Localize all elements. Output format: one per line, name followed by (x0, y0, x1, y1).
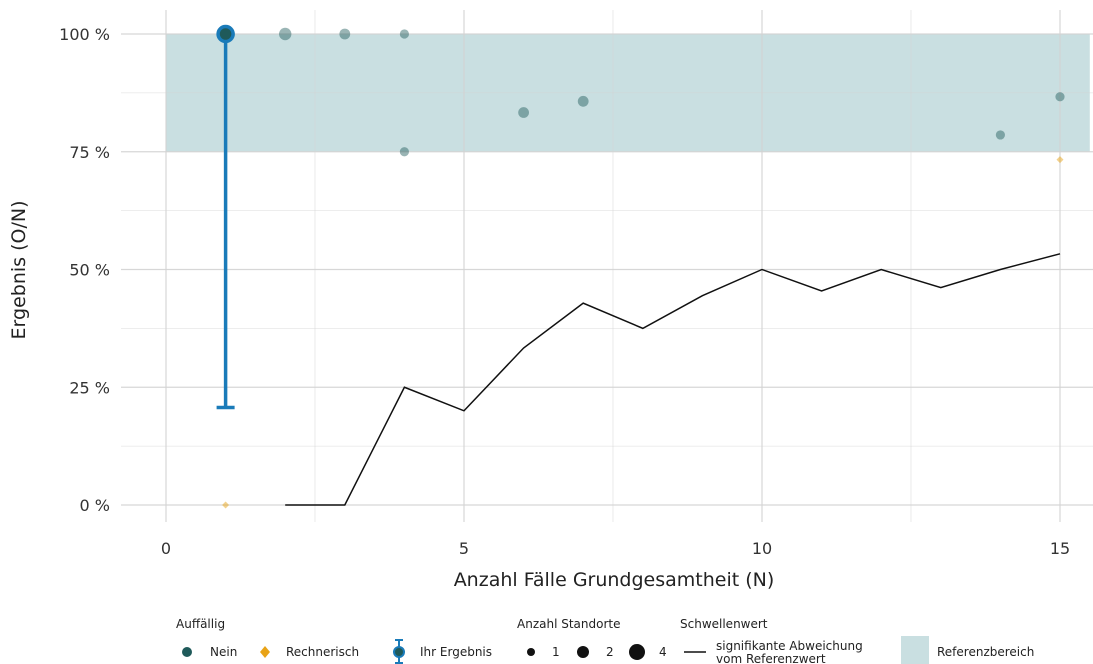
threshold-line (285, 254, 1060, 505)
legend-ihr-ergebnis-label: Ihr Ergebnis (420, 645, 492, 659)
legend-referenz-symbol (901, 636, 929, 664)
legend-nein-label: Nein (210, 645, 237, 659)
point-nein (400, 147, 409, 156)
legend-ihr-ergebnis-symbol (394, 640, 404, 664)
legend-size-4-label: 4 (659, 645, 667, 659)
y-tick-label: 75 % (69, 143, 110, 162)
y-tick-label: 0 % (80, 496, 110, 515)
legend-title-auffaellig: Auffällig (176, 617, 225, 631)
y-tick-label: 50 % (69, 261, 110, 280)
x-tick-label: 15 (1050, 539, 1070, 558)
x-axis-title: Anzahl Fälle Grundgesamtheit (N) (454, 569, 775, 591)
point-rechnerisch (222, 502, 229, 509)
legend-size-1-label: 1 (552, 645, 560, 659)
own-result-point (218, 27, 233, 42)
y-tick-label: 25 % (69, 378, 110, 397)
legend-threshold-label-2: vom Referenzwert (716, 652, 826, 664)
legend-rechnerisch-symbol (260, 646, 270, 658)
x-tick-label: 10 (752, 539, 772, 558)
legend-title-standorte: Anzahl Standorte (517, 617, 620, 631)
legend-rechnerisch-label: Rechnerisch (286, 645, 359, 659)
point-nein (339, 29, 350, 40)
legend-title-schwellenwert: Schwellenwert (680, 617, 768, 631)
legend-referenz-label: Referenzbereich (937, 645, 1034, 659)
legend-threshold-label-1: signifikante Abweichung (716, 639, 863, 653)
point-rechnerisch (1057, 156, 1064, 163)
threshold-layer (285, 254, 1060, 505)
point-nein (996, 130, 1005, 139)
legend-size-2-symbol (577, 646, 589, 658)
legend: Auffällig Nein Rechnerisch Ihr Ergebnis … (176, 617, 1034, 664)
x-tick-label: 5 (459, 539, 469, 558)
legend-nein-symbol (182, 647, 192, 657)
point-nein (1055, 92, 1064, 101)
point-nein (279, 28, 291, 40)
point-nein (578, 96, 589, 107)
legend-size-1-symbol (527, 648, 535, 656)
point-nein (518, 107, 529, 118)
point-nein (400, 29, 409, 38)
y-tick-label: 100 % (59, 25, 110, 44)
x-tick-label: 0 (161, 539, 171, 558)
legend-size-2-label: 2 (606, 645, 614, 659)
y-axis-title: Ergebnis (O/N) (8, 201, 30, 340)
legend-size-4-symbol (629, 644, 645, 660)
